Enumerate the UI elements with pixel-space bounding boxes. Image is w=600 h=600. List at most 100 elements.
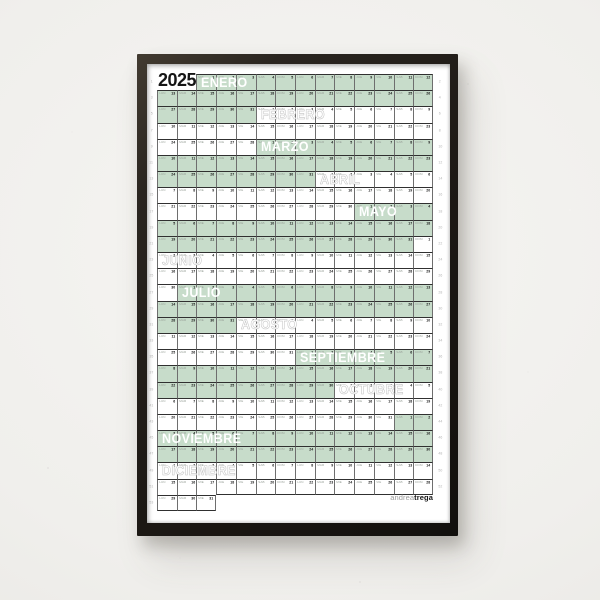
week-number-left: 43: [149, 420, 154, 424]
day-number: 11: [368, 464, 373, 468]
day-cell: VIE 11: [373, 284, 394, 301]
week-number-right: 42: [438, 404, 442, 408]
day-number: 17: [309, 156, 314, 161]
day-abbrev: JUE: [356, 286, 363, 290]
day-cell: SAB 23: [393, 332, 414, 350]
day-cell: DOM 30: [275, 171, 295, 188]
day-cell: LUN 28: [295, 203, 315, 220]
day-number: 2: [232, 75, 235, 80]
day-cell-header: JUE 20: [355, 124, 374, 128]
day-cell-header: MIE 9: [335, 285, 354, 290]
day-number: 8: [271, 431, 274, 436]
day-cell: MAR 4: [314, 138, 335, 155]
day-number: 21: [191, 415, 195, 420]
day-number: 16: [230, 91, 235, 96]
day-number: 22: [407, 124, 412, 128]
day-abbrev: VIE: [376, 140, 382, 144]
day-abbrev: MIE: [198, 108, 205, 112]
day-abbrev: VIE: [238, 124, 244, 128]
day-number: 11: [191, 156, 195, 161]
day-cell: DOM 29: [413, 268, 433, 285]
day-cell-header: MIE 21: [197, 237, 216, 242]
day-abbrev: DOM: [415, 140, 423, 144]
day-cell: DOM 16: [275, 154, 295, 172]
day-cell-header: MIE 1: [335, 383, 354, 387]
day-cell-header: JUE 14: [217, 334, 236, 339]
day-abbrev: DOM: [415, 448, 423, 451]
day-cell: MAR 4: [176, 430, 197, 447]
day-abbrev: LUN: [297, 91, 304, 95]
day-abbrev: SAB: [395, 415, 403, 419]
day-abbrev: JUE: [218, 286, 225, 290]
day-number: 21: [329, 91, 333, 96]
month-label: ENERO: [201, 74, 248, 90]
day-cell: DOM 13: [275, 187, 295, 204]
day-abbrev: DOM: [415, 286, 423, 290]
day-number: 17: [348, 367, 353, 371]
week-number-right: 16: [438, 193, 442, 198]
day-cell: DOM 4: [413, 203, 433, 220]
day-cell-header: SAB 25: [257, 415, 276, 420]
day-abbrev: MIE: [198, 318, 205, 322]
day-abbrev: VIE: [376, 124, 382, 128]
day-cell-header: MAR 16: [178, 480, 197, 484]
day-cell: MAR 23: [314, 478, 335, 495]
day-cell: LUN 3: [295, 106, 315, 123]
day-number: 27: [309, 415, 314, 420]
day-number: 31: [309, 172, 314, 177]
day-cell-header: LUN 12: [296, 221, 315, 225]
day-abbrev: SAB: [257, 269, 265, 273]
day-cell: LUN 31: [295, 171, 315, 188]
day-cell: LUN 14: [157, 300, 177, 317]
day-cell: JUE 18: [354, 365, 374, 382]
day-cell: MIE 26: [334, 446, 355, 463]
day-cell: SAB 20: [393, 365, 414, 382]
day-cell: VIE 27: [373, 268, 394, 285]
day-number: 2: [370, 383, 373, 387]
day-cell: VIE 26: [235, 381, 256, 398]
day-cell-header: SAB 2: [257, 318, 276, 323]
day-number: 24: [348, 480, 353, 484]
day-number: 26: [289, 415, 294, 420]
day-cell: DOM 7: [275, 462, 295, 479]
day-cell: DOM 11: [275, 219, 295, 236]
day-cell: SAB 18: [255, 90, 276, 107]
day-cell: SAB 12: [255, 187, 276, 204]
day-cell-header: LUN 13: [158, 91, 177, 96]
day-cell-header: JUE 13: [217, 156, 236, 161]
day-abbrev: VIE: [376, 367, 382, 371]
day-number: 27: [407, 480, 412, 484]
day-cell-header: VIE 28: [237, 140, 256, 144]
day-abbrev: LUN: [297, 448, 304, 451]
day-number: 6: [291, 286, 294, 290]
day-cell-header: MAR 25: [178, 172, 197, 177]
day-abbrev: SAB: [257, 431, 265, 435]
day-number: 12: [210, 156, 215, 161]
day-number: 14: [250, 124, 255, 128]
day-abbrev: SAB: [257, 156, 265, 160]
day-abbrev: DOM: [415, 75, 423, 79]
day-number: 8: [232, 221, 235, 225]
day-cell: DOM 31: [275, 349, 295, 366]
day-cell-header: VIE 24: [375, 91, 394, 96]
calendar-grid: MIE 1 JUE 2 VIE 3 SAB 4 DOM 5 LUN 6 MAR 7 MIE 8 JUE 9 VIE 1…: [157, 74, 433, 511]
week-number-left: 15: [149, 193, 154, 198]
day-cell-header: LUN 22: [296, 480, 315, 484]
day-cell-header: MIE 23: [197, 204, 216, 209]
day-abbrev: JUE: [356, 221, 363, 225]
day-cell: LUN 6: [295, 74, 315, 91]
day-cell: VIE 28: [373, 446, 394, 463]
day-number: 24: [309, 448, 314, 452]
day-cell-header: DOM 24: [414, 334, 432, 339]
day-cell: DOM 20: [413, 187, 433, 204]
day-abbrev: MAR: [316, 318, 324, 322]
day-cell: DOM 30: [413, 446, 433, 463]
day-cell-header: MAR 16: [316, 366, 335, 371]
day-abbrev: MAR: [178, 189, 186, 193]
day-abbrev: LUN: [297, 334, 304, 338]
day-cell-header: DOM 16: [276, 124, 295, 128]
day-cell-header: MAR 7: [316, 75, 335, 80]
day-cell-header: MAR 4: [178, 431, 197, 436]
day-cell-header: MIE 13: [197, 334, 216, 339]
day-number: 26: [309, 237, 314, 242]
